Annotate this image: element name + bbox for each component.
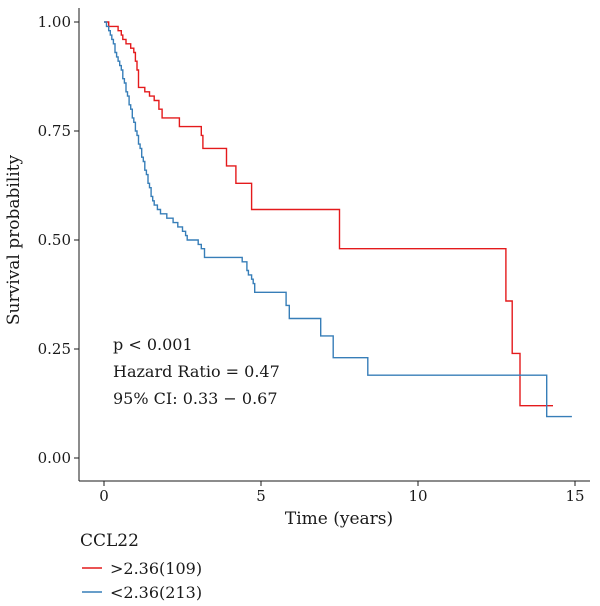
y-tick-label: 0.75 [38, 122, 71, 140]
x-tick-label: 15 [565, 487, 584, 505]
x-tick-label: 0 [99, 487, 109, 505]
x-tick-label: 5 [256, 487, 266, 505]
y-tick-label: 0.00 [38, 449, 71, 467]
legend-label-high: >2.36(109) [110, 559, 202, 578]
x-tick-label: 10 [408, 487, 427, 505]
y-axis-title: Survival probability [4, 154, 24, 325]
legend-title: CCL22 [80, 531, 139, 551]
plot-area: 0.00 0.25 0.50 0.75 1.00 0 5 10 15 [38, 8, 590, 505]
survival-curve-low [104, 21, 572, 418]
y-tick-label: 0.50 [38, 231, 71, 249]
y-tick-label: 0.25 [38, 340, 71, 358]
legend-label-low: <2.36(213) [110, 583, 202, 602]
p-value-annotation: p < 0.001 [113, 335, 193, 354]
x-axis-title: Time (years) [285, 509, 393, 529]
y-tick-label: 1.00 [38, 13, 71, 31]
hazard-ratio-annotation: Hazard Ratio = 0.47 [113, 362, 280, 381]
survival-curve-high [104, 21, 553, 407]
confidence-interval-annotation: 95% CI: 0.33 − 0.67 [113, 389, 278, 408]
